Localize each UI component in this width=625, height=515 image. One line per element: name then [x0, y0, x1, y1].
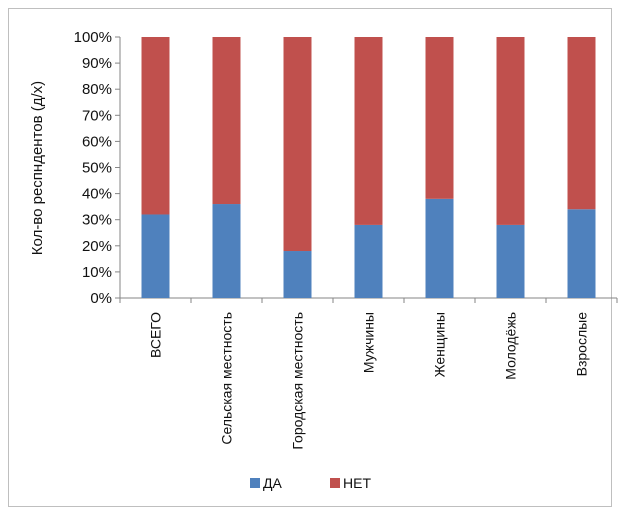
- y-tick-label: 60%: [82, 133, 112, 150]
- y-tick-label: 30%: [82, 212, 112, 229]
- bar-net: [354, 37, 383, 225]
- legend: ДА НЕТ: [250, 475, 371, 491]
- bar-net: [212, 37, 241, 205]
- bar-da: [212, 204, 241, 298]
- y-tick-label: 20%: [82, 238, 112, 255]
- bar-net: [425, 37, 454, 199]
- y-tick-label: 100%: [74, 29, 112, 46]
- bar-da: [567, 209, 596, 298]
- y-axis-title: Кол-во респндентов (д/х): [29, 81, 46, 255]
- bar-da: [283, 251, 312, 298]
- y-tick-label: 10%: [82, 264, 112, 281]
- x-category-label: Молодёжь: [503, 312, 519, 380]
- y-tick-label: 50%: [82, 160, 112, 177]
- y-tick-label: 80%: [82, 81, 112, 98]
- bar-da: [141, 214, 170, 298]
- bar-net: [141, 37, 170, 215]
- x-category-label: Сельская местность: [219, 312, 235, 445]
- legend-label-net: НЕТ: [343, 475, 371, 491]
- x-category-label: Городская местность: [290, 312, 306, 450]
- x-category-label: Взрослые: [574, 312, 590, 377]
- x-category-label: Женщины: [432, 312, 448, 377]
- legend-swatch-net: [330, 478, 340, 488]
- bar-net: [496, 37, 525, 225]
- y-tick-label: 40%: [82, 186, 112, 203]
- y-tick-label: 0%: [90, 290, 112, 307]
- y-tick-label: 90%: [82, 55, 112, 72]
- y-tick-label: 70%: [82, 107, 112, 124]
- plot-area: 0% 10% 20% 30% 40% 50% 60% 70% 80% 90% 100% ВСЕГО Се…: [74, 29, 618, 450]
- bar-da: [425, 198, 454, 298]
- x-category-label: ВСЕГО: [148, 312, 164, 358]
- bar-da: [496, 224, 525, 298]
- legend-label-da: ДА: [263, 475, 282, 491]
- bar-net: [567, 37, 596, 210]
- legend-swatch-da: [250, 478, 260, 488]
- x-category-label: Мужчины: [361, 312, 377, 373]
- bar-da: [354, 224, 383, 298]
- bar-net: [283, 37, 312, 252]
